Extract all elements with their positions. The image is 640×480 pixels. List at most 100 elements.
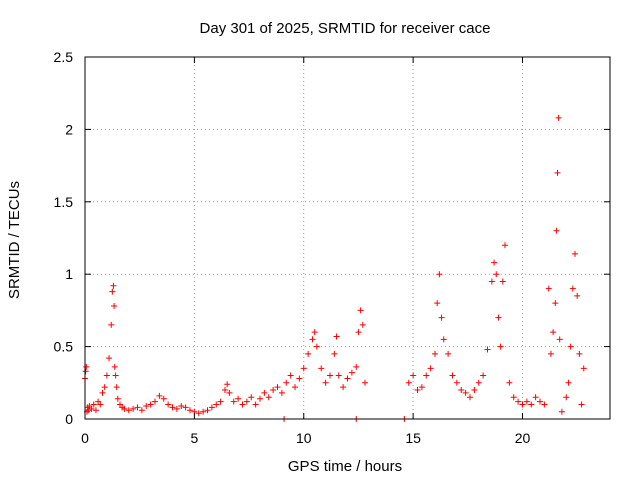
- data-point: [305, 350, 312, 357]
- data-point: [169, 404, 176, 411]
- data-point: [550, 329, 557, 336]
- data-point: [348, 369, 355, 376]
- data-point: [173, 405, 180, 412]
- data-point: [88, 405, 95, 412]
- data-point: [480, 372, 487, 379]
- data-point: [195, 410, 202, 417]
- data-point: [114, 395, 121, 402]
- data-point: [436, 271, 443, 278]
- x-tick-label: 15: [405, 430, 421, 446]
- data-point: [491, 259, 498, 266]
- data-point: [532, 394, 539, 401]
- data-point: [541, 401, 548, 408]
- data-point: [239, 401, 246, 408]
- data-point: [359, 321, 366, 328]
- data-point: [252, 401, 259, 408]
- plot-frame: [84, 56, 611, 420]
- data-point: [353, 363, 360, 370]
- data-point: [578, 401, 585, 408]
- data-point: [493, 271, 500, 278]
- data-point: [462, 389, 469, 396]
- data-point: [355, 329, 362, 336]
- data-point: [257, 395, 263, 402]
- data-point: [226, 389, 233, 396]
- data-point: [156, 392, 163, 399]
- y-tick-label: 2: [65, 121, 73, 137]
- data-point: [569, 285, 576, 292]
- data-point: [134, 404, 141, 411]
- data-point: [270, 387, 277, 394]
- axis-ticks: 0 5 10 15 20 0 0.5 1 1.5 2 2.5: [54, 49, 610, 446]
- data-point: [344, 375, 351, 382]
- data-point: [580, 365, 587, 372]
- data-point: [187, 407, 193, 414]
- data-point: [138, 407, 145, 414]
- data-point: [515, 398, 522, 405]
- grid: [85, 57, 610, 419]
- data-point: [230, 398, 237, 405]
- chart-title: Day 301 of 2025, SRMTID for receiver cac…: [200, 20, 491, 37]
- data-point: [362, 379, 368, 386]
- data-point: [213, 401, 220, 408]
- data-point: [423, 372, 430, 379]
- data-point: [292, 384, 298, 391]
- data-point: [160, 395, 167, 402]
- data-point: [553, 227, 560, 234]
- data-point: [103, 372, 110, 379]
- data-point: [165, 401, 172, 408]
- data-point: [340, 384, 347, 391]
- data-point: [99, 389, 106, 396]
- data-point: [261, 389, 268, 396]
- data-point: [111, 363, 118, 370]
- data-point: [427, 365, 434, 372]
- data-point: [545, 285, 552, 292]
- data-point: [274, 384, 281, 391]
- data-point: [296, 375, 303, 382]
- data-point: [556, 336, 563, 343]
- data-point: [222, 387, 228, 394]
- y-axis-label: SRMTID / TECUs: [6, 181, 23, 299]
- data-point: [335, 372, 342, 379]
- data-point: [458, 387, 465, 394]
- data-point: [449, 372, 456, 379]
- data-point: [283, 379, 290, 386]
- data-point: [418, 384, 425, 391]
- data-series: [82, 114, 587, 422]
- data-point: [248, 394, 255, 401]
- data-point: [121, 405, 128, 412]
- x-axis-label: GPS time / hours: [288, 458, 402, 475]
- data-point: [101, 384, 108, 391]
- y-tick-label: 1.5: [54, 194, 74, 210]
- data-point: [488, 278, 495, 285]
- data-point: [502, 242, 508, 249]
- data-point: [405, 379, 412, 386]
- data-point: [495, 314, 502, 321]
- data-point: [440, 336, 447, 343]
- data-point: [90, 401, 97, 408]
- data-point: [143, 402, 150, 409]
- data-point: [471, 387, 478, 394]
- data-point: [200, 408, 207, 415]
- data-point: [278, 389, 285, 396]
- data-point: [567, 343, 574, 350]
- data-point: [147, 401, 154, 408]
- data-point: [552, 300, 559, 307]
- data-point: [217, 398, 224, 405]
- data-point: [333, 333, 340, 340]
- x-tick-label: 10: [296, 430, 312, 446]
- data-point: [331, 350, 338, 357]
- data-point: [108, 321, 115, 328]
- data-point: [265, 394, 272, 401]
- data-point: [484, 346, 491, 353]
- data-point: [547, 350, 554, 357]
- data-point: [300, 365, 307, 372]
- data-point: [519, 401, 526, 408]
- data-point: [414, 387, 421, 394]
- data-point: [235, 395, 242, 402]
- data-point: [558, 408, 565, 415]
- data-point: [82, 368, 89, 375]
- data-point: [112, 372, 119, 379]
- data-point: [311, 329, 318, 336]
- data-point: [243, 398, 250, 405]
- data-point: [565, 379, 572, 386]
